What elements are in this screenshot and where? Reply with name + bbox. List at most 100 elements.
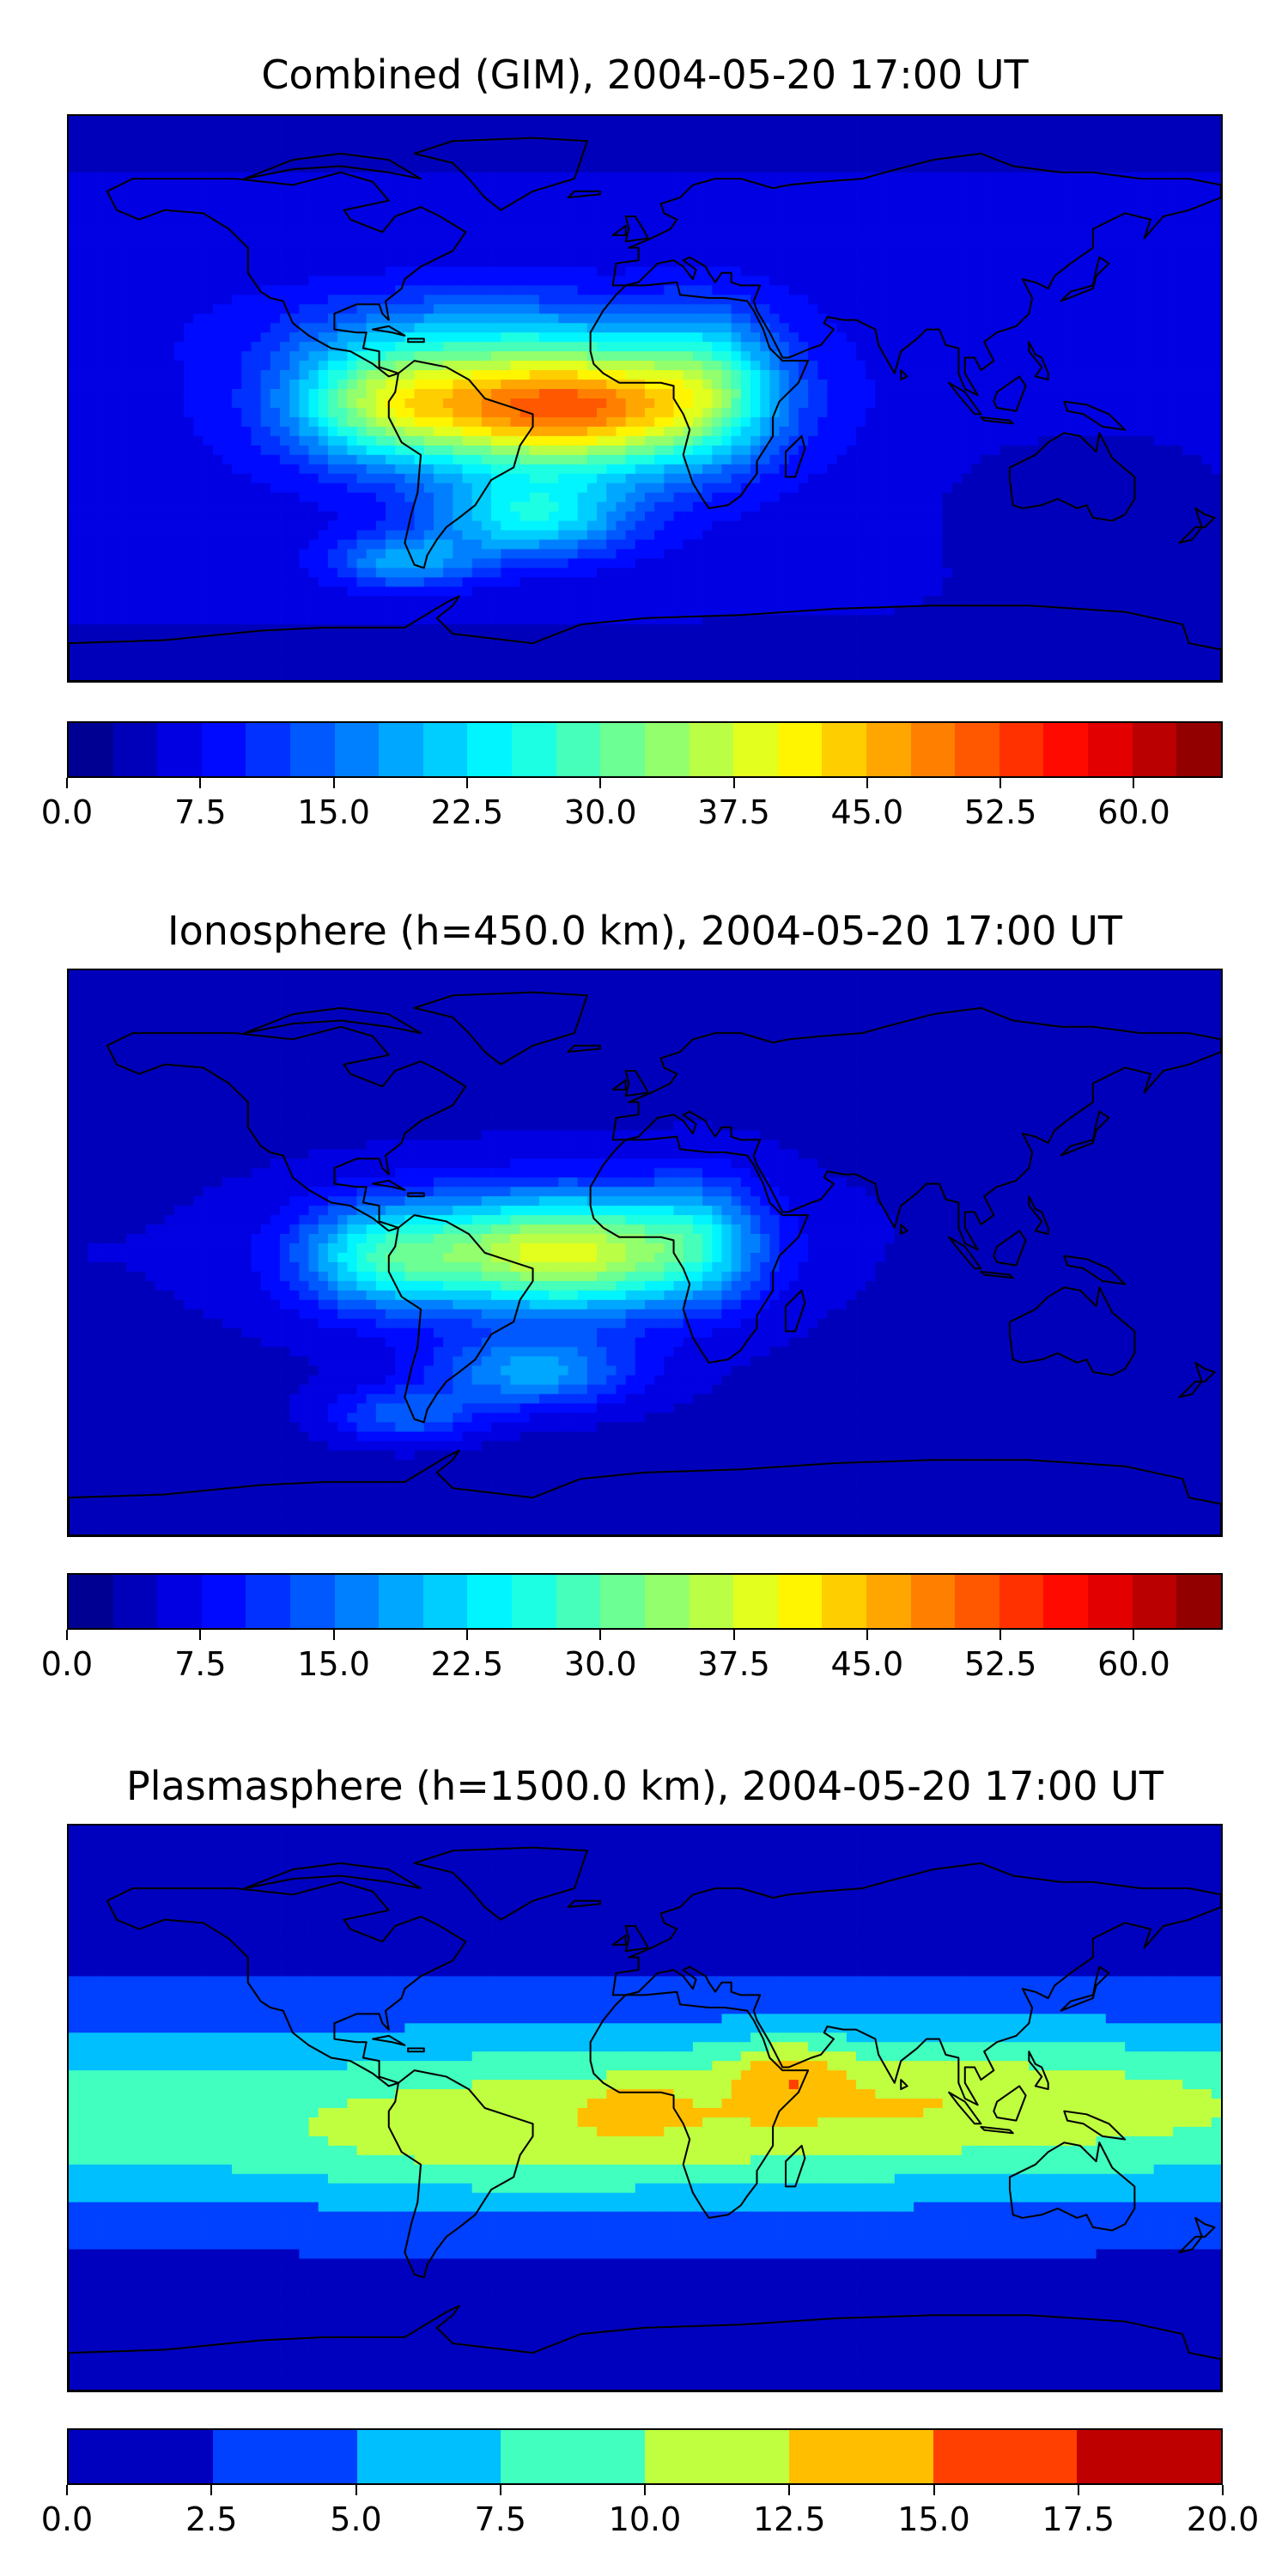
map-cell — [270, 454, 281, 465]
map-cell — [164, 116, 175, 126]
map-cell — [750, 332, 761, 343]
map-cell — [106, 380, 118, 390]
map-cell — [1144, 407, 1155, 418]
map-cell — [673, 492, 684, 502]
map-cell — [1105, 295, 1116, 305]
map-cell — [318, 304, 329, 314]
map-cell — [836, 416, 848, 428]
map-cell — [78, 407, 88, 418]
map-cell — [414, 116, 425, 126]
map-cell — [568, 162, 579, 173]
map-cell — [174, 304, 185, 314]
map-cell — [1048, 276, 1059, 286]
map-cell — [145, 116, 156, 126]
map-cell — [769, 295, 780, 305]
map-cell — [951, 370, 963, 380]
map-cell — [664, 181, 674, 192]
map-cell — [645, 313, 655, 324]
map-cell — [1182, 313, 1193, 324]
map-cell — [1173, 332, 1183, 343]
map-cell — [616, 464, 627, 475]
map-cell — [635, 332, 646, 343]
map-cell — [721, 435, 732, 447]
map-cell — [1067, 162, 1078, 173]
map-cell — [280, 219, 290, 229]
map-cell — [1201, 464, 1212, 475]
map-cell — [990, 162, 1001, 173]
map-cell — [827, 426, 838, 437]
map-cell — [683, 285, 694, 295]
map-cell — [510, 200, 520, 211]
map-cell — [1096, 228, 1107, 239]
map-cell — [731, 247, 742, 258]
map-cell — [106, 370, 118, 380]
map-cell — [136, 143, 146, 155]
map-cell — [260, 162, 271, 173]
map-cell — [558, 210, 568, 220]
map-cell — [347, 370, 357, 380]
map-cell — [510, 191, 520, 202]
map-cell — [1105, 380, 1116, 390]
map-cell — [549, 125, 559, 136]
map-cell — [212, 257, 223, 267]
map-cell — [971, 435, 981, 447]
map-cell — [1115, 332, 1126, 343]
map-cell — [856, 361, 866, 371]
map-cell — [951, 313, 963, 324]
map-cell — [510, 285, 520, 295]
map-cell — [962, 181, 972, 192]
map-cell — [962, 398, 972, 409]
map-cell — [635, 501, 646, 512]
map-cell — [1096, 304, 1107, 314]
map-cell — [203, 370, 214, 380]
map-cell — [827, 454, 838, 465]
map-cell — [519, 370, 531, 380]
map-cell — [538, 200, 550, 211]
map-cell — [616, 181, 627, 192]
map-cell — [586, 426, 598, 437]
map-cell — [375, 200, 386, 211]
map-cell — [1201, 153, 1212, 164]
map-cell — [145, 483, 156, 494]
map-cell — [712, 219, 722, 229]
map-cell — [193, 464, 204, 475]
map-cell — [875, 238, 885, 248]
map-cell — [423, 370, 434, 380]
map-cell — [683, 370, 694, 380]
map-cell — [1105, 162, 1116, 173]
map-cell — [827, 304, 838, 314]
map-cell — [740, 492, 751, 502]
map-cell — [106, 276, 118, 286]
map-cell — [586, 285, 598, 295]
map-cell — [549, 295, 559, 305]
map-cell — [1163, 285, 1174, 295]
map-cell — [395, 153, 405, 164]
map-cell — [740, 370, 751, 380]
map-cell — [1086, 407, 1097, 418]
map-cell — [817, 125, 828, 136]
map-cell — [366, 332, 377, 343]
map-cell — [1038, 210, 1049, 220]
map-cell — [760, 501, 770, 512]
map-cell — [155, 257, 166, 267]
map-cell — [414, 181, 425, 192]
map-cell — [1125, 313, 1135, 324]
map-cell — [769, 266, 780, 276]
map-cell — [1163, 351, 1174, 361]
map-cell — [654, 153, 665, 164]
map-cell — [606, 219, 617, 229]
map-cell — [875, 464, 885, 475]
map-cell — [423, 351, 434, 361]
map-cell — [1173, 238, 1183, 248]
map-cell — [731, 143, 742, 155]
map-cell — [692, 342, 703, 352]
map-cell — [683, 454, 694, 465]
map-cell — [769, 304, 780, 314]
map-cell — [914, 295, 924, 305]
map-cell — [856, 435, 866, 447]
map-cell — [712, 389, 722, 399]
map-cell — [577, 116, 588, 126]
map-cell — [558, 162, 568, 173]
map-cell — [635, 473, 646, 484]
map-cell — [971, 200, 981, 211]
